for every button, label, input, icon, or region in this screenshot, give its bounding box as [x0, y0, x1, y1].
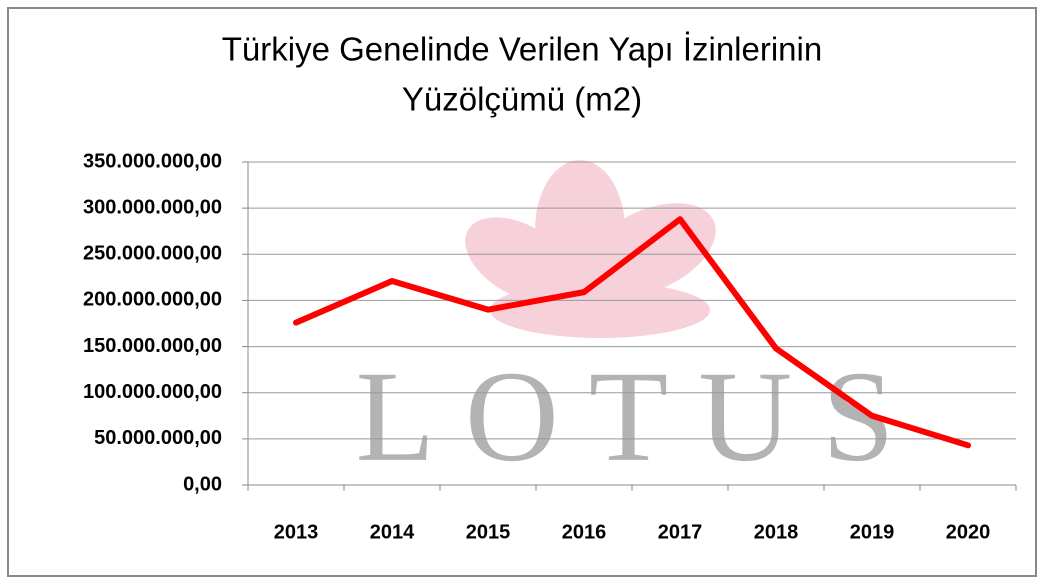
y-tick-label: 100.000.000,00: [83, 381, 222, 403]
y-tick-label: 150.000.000,00: [83, 335, 222, 357]
x-tick-label: 2019: [850, 521, 895, 543]
x-tick-label: 2016: [562, 521, 607, 543]
y-tick-label: 300.000.000,00: [83, 196, 222, 218]
x-tick-label: 2017: [658, 521, 703, 543]
y-tick-label: 350.000.000,00: [83, 150, 222, 172]
y-tick-label: 0,00: [183, 473, 222, 495]
x-tick-label: 2015: [466, 521, 511, 543]
data-line: [293, 216, 971, 449]
x-tick-label: 2018: [754, 521, 799, 543]
y-tick-label: 250.000.000,00: [83, 243, 222, 265]
y-tick-label: 50.000.000,00: [94, 427, 222, 449]
x-tick-label: 2020: [946, 521, 991, 543]
y-tick-label: 200.000.000,00: [83, 289, 222, 311]
chart-title: Yüzölçümü (m2): [402, 81, 642, 118]
x-tick-label: 2014: [370, 521, 415, 543]
watermark: LOTUS: [356, 345, 925, 489]
chart-title: Türkiye Genelinde Verilen Yapı İzinlerin…: [222, 31, 822, 68]
x-tick-label: 2013: [274, 521, 319, 543]
